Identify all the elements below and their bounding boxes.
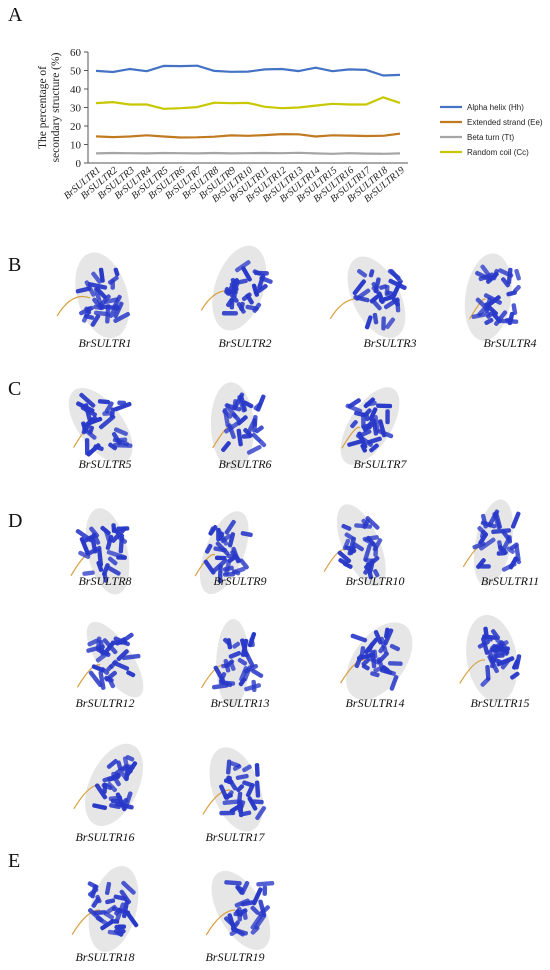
y-tick-label: 20 [70,121,82,133]
structure-label: BrSULTR5 [78,457,132,471]
legend-label: Random coil (Cc) [467,148,529,157]
y-axis-title: The percentage ofsecondary structure (%) [37,52,62,162]
y-tick-label: 30 [70,103,82,115]
legend-label: Beta turn (Tt) [467,133,514,142]
protein-structure-image [462,499,522,586]
series-line-4 [95,96,401,110]
protein-structure-image [323,504,386,587]
structure-label: BrSULTR17 [205,830,265,844]
structure-label: BrSULTR7 [353,457,407,471]
protein-structure-image [210,382,267,471]
secondary-structure-chart: 0 10 20 30 40 50 60 The percentage ofsecondary … [37,47,543,205]
protein-structure-image [71,865,139,952]
protein-structure-image [200,618,264,707]
protein-structure-image [464,253,521,341]
panel-label-b: B [8,254,22,276]
protein-structure-image [56,252,131,339]
structure-label: BrSULTR8 [78,574,132,588]
panel-label-d: D [8,510,23,532]
structure-label: BrSULTR18 [75,950,135,964]
structure-label: BrSULTR10 [345,574,405,588]
protein-structure-image [76,621,144,698]
legend-label: Alpha helix (Hh) [467,103,524,112]
protein-structure-image [202,747,267,832]
structure-label: BrSULTR3 [363,336,417,350]
y-tick-label: 10 [70,140,82,152]
structure-label: BrSULTR1 [78,336,132,350]
panel-label-a: A [8,4,23,26]
protein-structure-image [70,508,130,595]
structure-label: BrSULTR13 [210,696,270,710]
y-tick-label: 40 [70,84,82,96]
protein-structure-image [194,511,253,595]
structure-label: BrSULTR4 [483,336,537,350]
structure-label: BrSULTR15 [470,696,530,710]
protein-structure-image [200,245,273,331]
structure-label: BrSULTR16 [75,830,135,844]
structure-label: BrSULTR11 [480,574,540,588]
protein-structure-image [68,387,133,464]
protein-structure-image [459,614,522,703]
legend-label: Extended strand (Ee) [467,118,543,127]
series-line-3 [95,151,401,155]
protein-structure-image [340,387,400,465]
y-tick-label: 60 [70,47,82,59]
structure-label: BrSULTR9 [213,574,267,588]
series-line-2 [95,132,401,139]
y-tick-label: 50 [70,66,82,78]
series-line-1 [95,64,401,77]
structure-label: BrSULTR19 [205,950,265,964]
y-tick-label: 0 [76,158,82,170]
structure-label: BrSULTR2 [218,336,272,350]
structure-label: BrSULTR6 [218,457,272,471]
protein-structure-image [73,743,143,827]
protein-structure-image [205,870,275,950]
panel-label-e: E [8,850,21,872]
structure-label: BrSULTR12 [75,696,135,710]
protein-structure-image [340,622,413,700]
panel-label-c: C [8,378,22,400]
protein-structure-image [329,256,407,339]
structure-label: BrSULTR14 [345,696,405,710]
